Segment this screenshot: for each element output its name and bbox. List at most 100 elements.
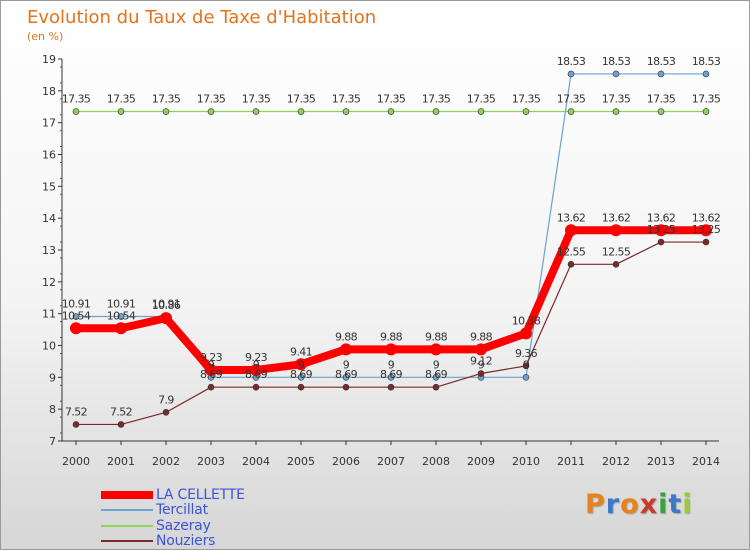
data-label-nouziers: 8.69: [380, 368, 403, 381]
legend-label-nouziers: Nouziers: [156, 533, 216, 550]
data-label-sazeray: 17.35: [512, 93, 541, 106]
legend-swatch-sazeray: [101, 524, 153, 527]
y-tick-label: 19: [42, 53, 56, 66]
data-point-tercillat: [657, 70, 665, 78]
legend: LA CELLETTE Tercillat Sazeray Nouziers: [101, 487, 245, 549]
x-tick-label: 2010: [512, 455, 540, 468]
x-tick-label: 2002: [152, 455, 180, 468]
data-label-sazeray: 17.35: [692, 93, 721, 106]
data-point-nouziers: [612, 261, 620, 268]
chart-title: Evolution du Taux de Taxe d'Habitation: [27, 7, 377, 28]
data-point-la-cellette: [250, 364, 262, 377]
data-label-sazeray: 17.35: [422, 93, 451, 106]
data-label-la-cellette: 9.88: [335, 330, 358, 343]
data-label-tercillat: 9: [433, 358, 440, 371]
data-point-la-cellette: [655, 224, 667, 237]
data-label-tercillat: 9: [253, 358, 260, 371]
data-label-nouziers: 13.25: [692, 223, 721, 236]
data-label-la-cellette: 10.54: [62, 309, 91, 322]
data-label-sazeray: 17.35: [152, 93, 181, 106]
data-label-la-cellette: 10.38: [512, 314, 541, 327]
data-label-nouziers: 7.52: [110, 405, 132, 418]
x-tick-label: 2006: [332, 455, 360, 468]
x-tick-label: 2014: [692, 455, 720, 468]
data-label-nouziers: 13.25: [647, 223, 676, 236]
data-label-nouziers: 9.12: [470, 355, 492, 368]
data-point-sazeray: [432, 108, 440, 115]
y-tick-label: 14: [42, 212, 56, 225]
data-label-nouziers: 8.69: [335, 368, 358, 381]
data-point-sazeray: [207, 108, 215, 115]
y-tick-label: 10: [42, 340, 56, 353]
y-tick-label: 13: [42, 244, 56, 257]
chart-subtitle: (en %): [27, 30, 64, 43]
data-point-sazeray: [117, 108, 125, 115]
data-label-tercillat: 10.91: [107, 298, 136, 311]
data-point-nouziers: [567, 261, 575, 268]
y-tick-label: 9: [49, 371, 56, 384]
y-tick-label: 7: [49, 435, 56, 448]
data-label-tercillat: 9: [523, 358, 530, 371]
data-point-nouziers: [72, 421, 80, 428]
data-point-nouziers: [477, 370, 485, 377]
data-label-sazeray: 17.35: [557, 93, 586, 106]
data-point-tercillat: [297, 374, 305, 381]
data-label-tercillat: 9: [388, 358, 395, 371]
data-point-nouziers: [207, 383, 215, 391]
data-label-la-cellette: 9.23: [200, 351, 223, 364]
data-point-tercillat: [117, 313, 125, 320]
data-label-tercillat: 18.53: [647, 55, 676, 68]
data-point-nouziers: [657, 238, 665, 246]
data-point-tercillat: [72, 313, 80, 320]
data-point-la-cellette: [340, 343, 352, 356]
legend-item-la-cellette: LA CELLETTE: [101, 487, 245, 503]
data-label-nouziers: 8.69: [290, 368, 313, 381]
data-label-la-cellette: 9.23: [245, 351, 268, 364]
data-label-sazeray: 17.35: [647, 93, 676, 106]
legend-swatch-la-cellette: [101, 490, 153, 499]
data-point-tercillat: [522, 374, 530, 381]
data-label-la-cellette: 13.62: [647, 211, 676, 224]
data-label-la-cellette: 9.41: [290, 345, 312, 358]
data-label-nouziers: 12.55: [602, 245, 631, 258]
data-point-sazeray: [657, 108, 665, 115]
data-point-la-cellette: [160, 312, 172, 325]
y-tick-label: 8: [49, 403, 56, 416]
data-label-nouziers: 8.69: [425, 368, 448, 381]
proxiti-logo: Proxiti: [585, 489, 693, 520]
data-point-la-cellette: [430, 343, 442, 356]
data-point-sazeray: [702, 108, 710, 115]
data-label-tercillat: 18.53: [692, 55, 721, 68]
data-point-tercillat: [702, 70, 710, 78]
data-label-sazeray: 17.35: [332, 93, 361, 106]
x-tick-label: 2005: [287, 455, 315, 468]
data-point-la-cellette: [205, 364, 217, 377]
data-label-nouziers: 8.69: [245, 368, 268, 381]
data-point-la-cellette: [385, 343, 397, 356]
data-label-sazeray: 17.35: [197, 93, 226, 106]
data-point-sazeray: [252, 108, 260, 115]
x-tick-label: 2013: [647, 455, 675, 468]
data-point-la-cellette: [610, 224, 622, 237]
data-label-sazeray: 17.35: [467, 93, 496, 106]
data-point-la-cellette: [475, 343, 487, 356]
data-point-sazeray: [567, 108, 575, 115]
x-tick-label: 2004: [242, 455, 270, 468]
data-point-sazeray: [342, 108, 350, 115]
x-tick-label: 2003: [197, 455, 225, 468]
legend-item-sazeray: Sazeray: [101, 518, 245, 534]
data-point-la-cellette: [700, 224, 712, 237]
data-label-la-cellette: 9.88: [380, 330, 403, 343]
data-point-nouziers: [252, 383, 260, 391]
data-point-sazeray: [612, 108, 620, 115]
data-point-nouziers: [387, 383, 395, 391]
data-point-nouziers: [297, 383, 305, 391]
y-tick-label: 11: [42, 308, 56, 321]
data-point-la-cellette: [70, 322, 82, 335]
data-label-sazeray: 17.35: [602, 93, 631, 106]
y-tick-label: 17: [42, 117, 56, 130]
data-label-tercillat: 10.91: [62, 298, 91, 311]
data-point-tercillat: [387, 374, 395, 381]
